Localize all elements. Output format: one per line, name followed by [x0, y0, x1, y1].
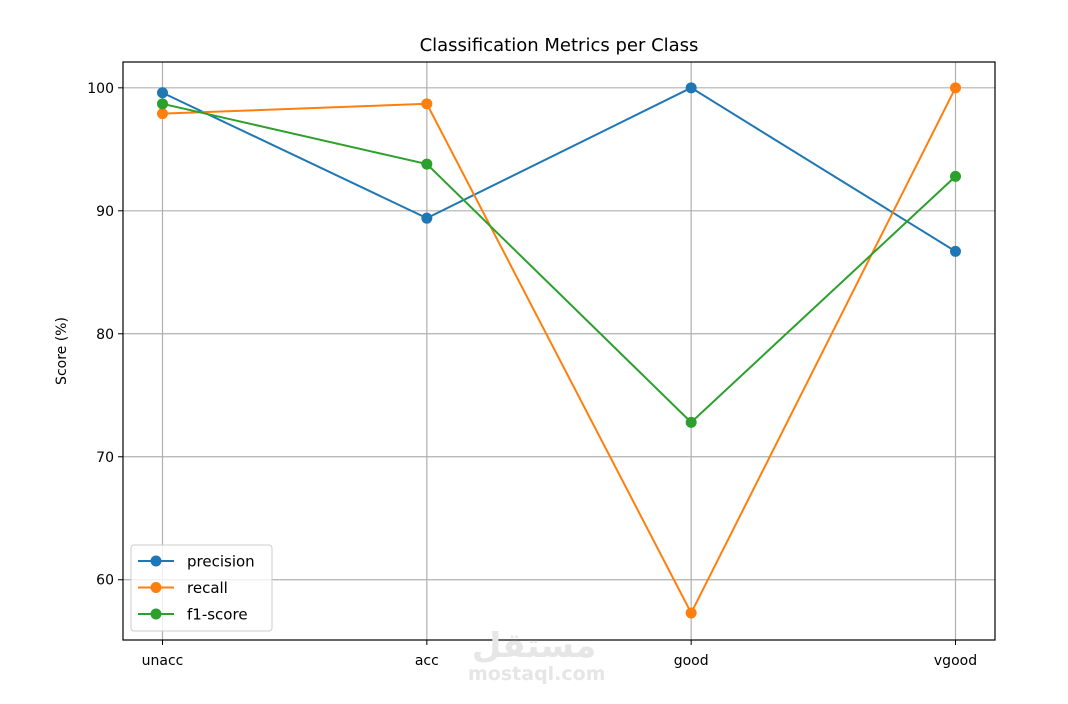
data-point [157, 98, 168, 110]
y-tick-label: 80 [96, 327, 114, 343]
chart-title: Classification Metrics per Class [420, 35, 699, 56]
y-axis-label: Score (%) [54, 317, 70, 385]
legend-marker [150, 608, 162, 620]
watermark: مستقل mostaql.com [468, 626, 606, 685]
data-point [421, 98, 433, 110]
grid-lines [123, 62, 995, 640]
plot-frame [122, 61, 996, 641]
x-tick-label: vgood [934, 653, 977, 669]
data-point [421, 212, 433, 224]
x-axis-ticks: unacc acc good vgood [142, 640, 977, 669]
legend-item-recall: recall [138, 579, 228, 597]
series-precision [157, 82, 961, 257]
legend-item-f1-score: f1-score [138, 606, 248, 624]
watermark-latin: mostaql.com [468, 663, 606, 685]
y-tick-label: 100 [87, 81, 114, 97]
data-point [421, 158, 433, 170]
y-tick-label: 70 [96, 450, 114, 466]
y-tick-label: 90 [96, 204, 114, 220]
series-recall [157, 82, 961, 619]
data-point [685, 416, 697, 428]
series-line [162, 102, 957, 424]
x-tick-label: unacc [142, 653, 184, 669]
legend-item-precision: precision [138, 553, 255, 571]
data-point [950, 245, 961, 257]
data-point [950, 170, 961, 182]
series-line [162, 86, 957, 253]
legend-box [130, 544, 273, 632]
data-point [157, 87, 168, 99]
legend: precision recall f1-score [130, 544, 273, 632]
y-axis-ticks: 60 70 80 90 100 [87, 81, 123, 589]
legend-marker [150, 555, 162, 567]
legend-marker [150, 582, 162, 593]
x-tick-label: acc [415, 653, 439, 669]
series-lines [157, 82, 961, 619]
data-point [950, 82, 961, 94]
data-point [685, 82, 697, 94]
legend-label: precision [187, 553, 255, 571]
data-point [157, 108, 168, 120]
series-f1-score [157, 98, 961, 428]
watermark-arabic: مستقل [471, 626, 597, 666]
series-line [162, 87, 957, 616]
data-point [685, 607, 697, 619]
legend-label: recall [187, 579, 228, 597]
y-tick-label: 60 [96, 573, 114, 589]
x-tick-label: good [674, 653, 709, 669]
legend-label: f1-score [187, 606, 248, 624]
